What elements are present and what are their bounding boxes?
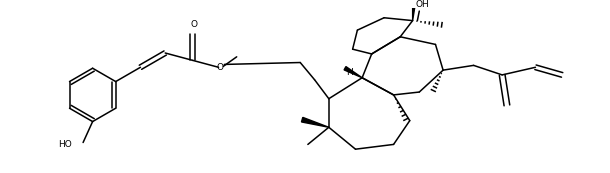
Text: OH: OH — [415, 0, 429, 9]
Text: H: H — [346, 69, 353, 78]
Text: HO: HO — [58, 140, 71, 149]
Polygon shape — [344, 67, 362, 78]
Polygon shape — [412, 0, 417, 21]
Text: O: O — [190, 20, 197, 29]
Polygon shape — [301, 117, 329, 127]
Text: O: O — [217, 63, 224, 72]
